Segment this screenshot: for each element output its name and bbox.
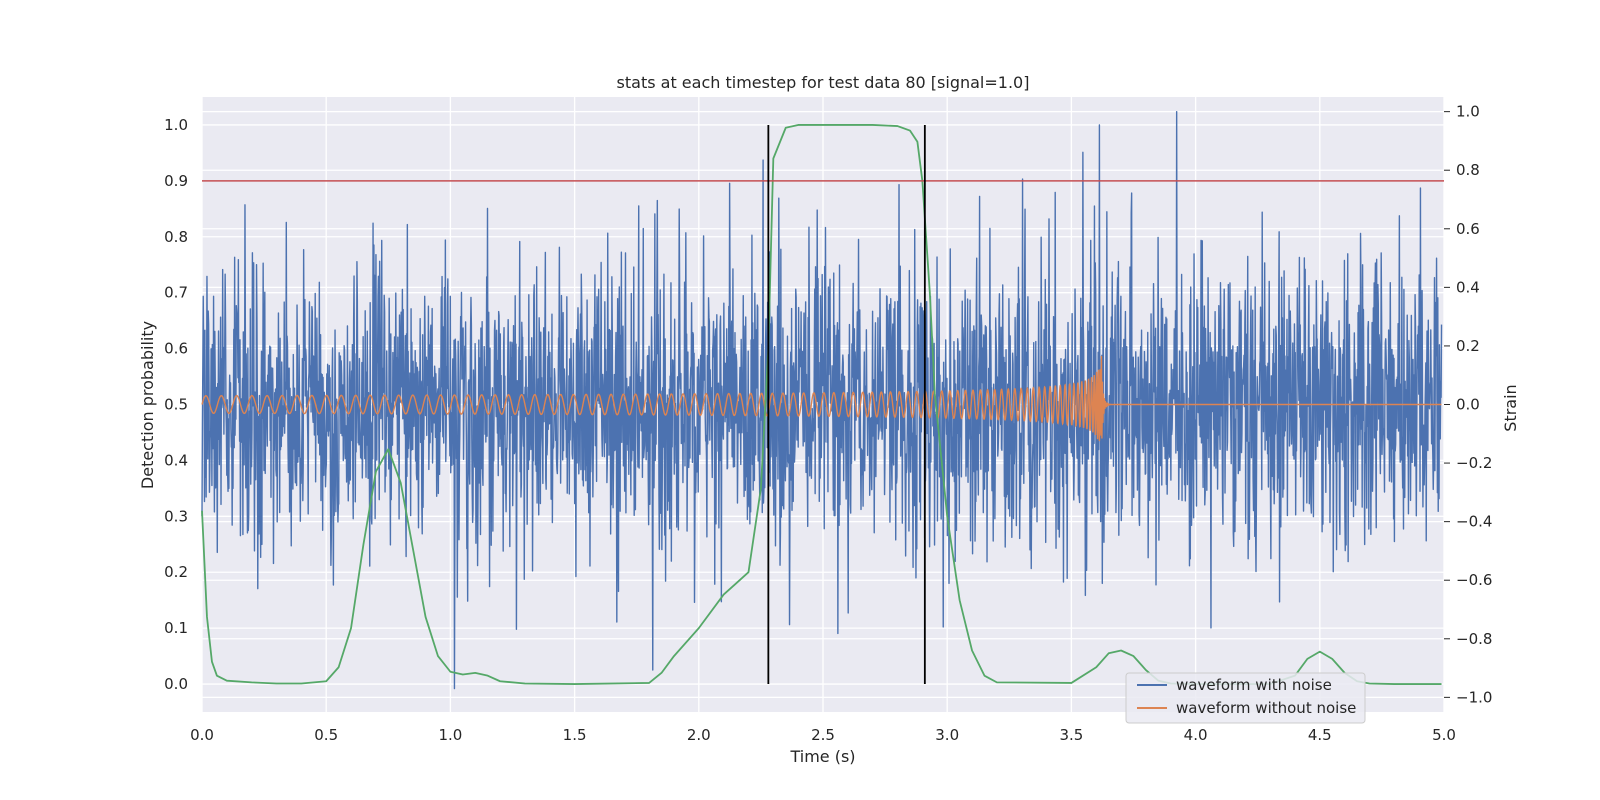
x-tick-label: 0.0	[190, 726, 214, 744]
y-tick-label-right: 0.4	[1456, 278, 1480, 296]
y-tick-label-right: 0.6	[1456, 220, 1480, 238]
y-tick-label-left: 0.6	[164, 340, 188, 358]
legend-box	[1125, 672, 1366, 724]
chart-title: stats at each timestep for test data 80 …	[617, 73, 1030, 92]
x-tick-label: 1.0	[438, 726, 462, 744]
y-tick-label-left: 0.5	[164, 396, 188, 414]
x-tick-label: 1.5	[563, 726, 587, 744]
y-tick-label-right: 0.2	[1456, 337, 1480, 355]
y-tick-label-right: 1.0	[1456, 103, 1480, 121]
x-tick-label: 3.0	[935, 726, 959, 744]
y-tick-label-right: 0.0	[1456, 396, 1480, 414]
x-tick-label: 4.5	[1308, 726, 1332, 744]
y-tick-label-right: −0.2	[1456, 454, 1492, 472]
y-tick-label-left: 0.4	[164, 451, 188, 469]
y-tick-label-right: 0.8	[1456, 161, 1480, 179]
x-axis-label: Time (s)	[789, 747, 855, 766]
y-tick-label-left: 0.3	[164, 507, 188, 525]
x-tick-label: 4.0	[1184, 726, 1208, 744]
y-tick-label-right: −1.0	[1456, 688, 1492, 706]
y-tick-label-left: 0.9	[164, 172, 188, 190]
y-tick-label-left: 0.2	[164, 563, 188, 581]
series-waveform-without-noise	[201, 355, 1442, 442]
y-axis-label-right: Strain	[1501, 384, 1520, 431]
x-tick-label: 0.5	[314, 726, 338, 744]
y-axis-label-left: Detection probability	[138, 321, 157, 489]
y-tick-label-right: −0.6	[1456, 571, 1492, 589]
x-tick-label: 5.0	[1432, 726, 1456, 744]
y-tick-label-left: 0.7	[164, 284, 188, 302]
y-tick-label-left: 0.0	[164, 675, 188, 693]
series-waveform-with-noise	[201, 110, 1443, 690]
x-tick-label: 2.0	[687, 726, 711, 744]
legend-label-noisy: waveform with noise	[1176, 676, 1332, 694]
x-tick-label: 2.5	[811, 726, 835, 744]
y-tick-label-left: 1.0	[164, 116, 188, 134]
y-tick-label-left: 0.1	[164, 619, 188, 637]
y-tick-label-right: −0.4	[1456, 513, 1492, 531]
legend-label-clean: waveform without noise	[1176, 699, 1356, 717]
legend: waveform with noise waveform without noi…	[1125, 672, 1366, 724]
y-tick-label-right: −0.8	[1456, 630, 1492, 648]
axes: 0.0 0.5 1.0 1.5 2.0 2.5 3.0 3.5 4.0 4.5 5.0 0.0 0.1 0…	[164, 103, 1492, 744]
y-tick-label-left: 0.8	[164, 228, 188, 246]
x-tick-label: 3.5	[1059, 726, 1083, 744]
